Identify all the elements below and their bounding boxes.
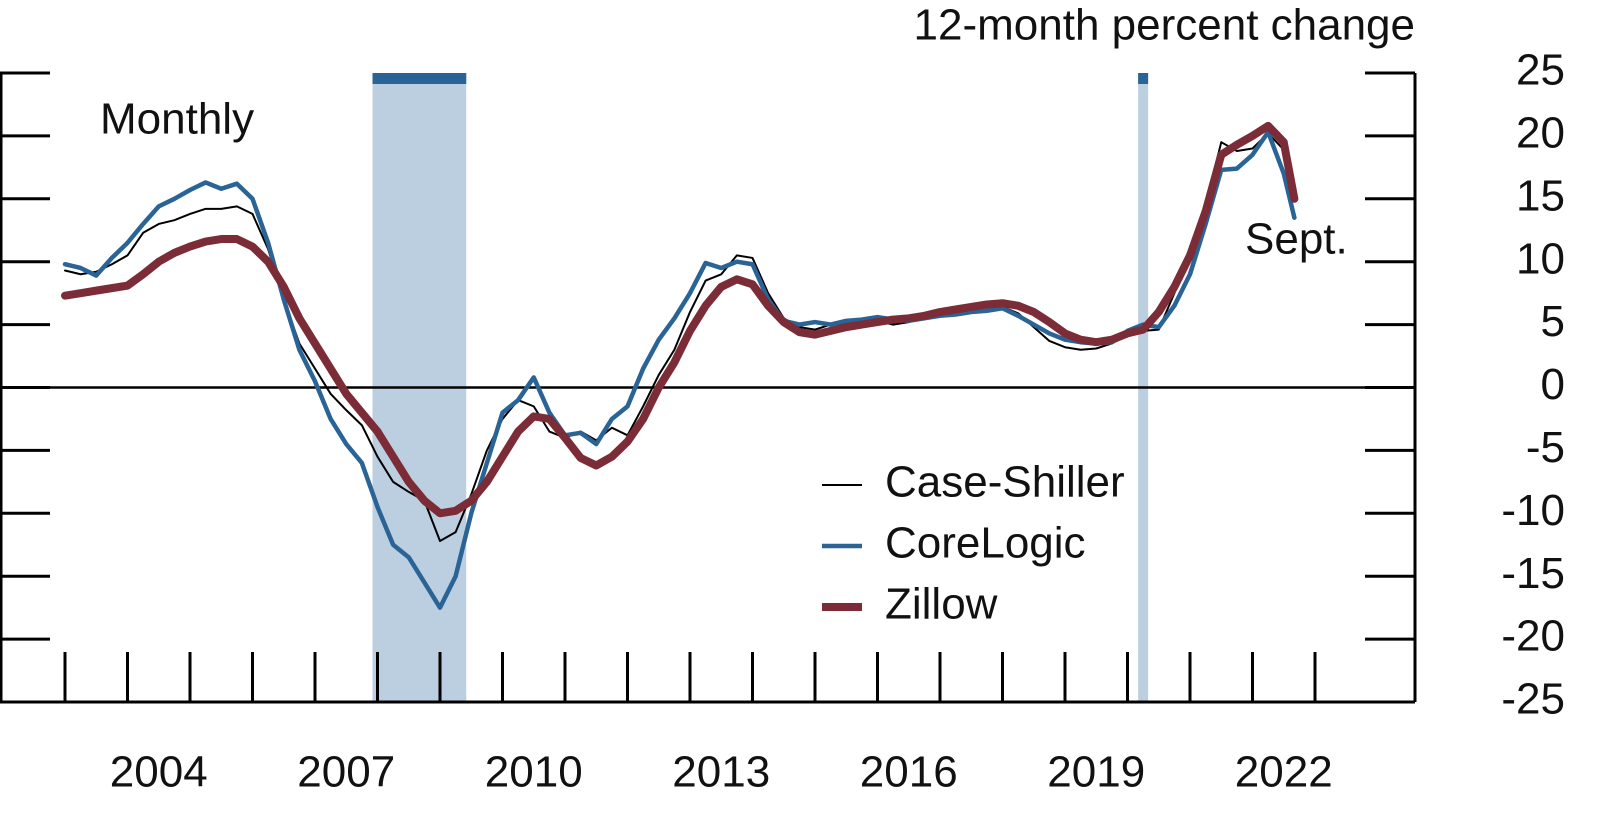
y-tick-label: -25 [1501,675,1565,724]
x-tick-label: 2010 [485,748,583,797]
x-tick-label: 2022 [1235,748,1333,797]
y-tick-label: -20 [1501,612,1565,661]
legend-label: CoreLogic [885,519,1086,568]
x-tick-label: 2016 [860,748,958,797]
series-line [62,129,1297,610]
recession-bar [1138,73,1149,84]
recession-bar [372,73,467,84]
x-tick-label: 2013 [672,748,770,797]
x-tick-label: 2019 [1047,748,1145,797]
y-tick-label: 10 [1516,234,1565,283]
y-tick-label: -5 [1526,423,1565,472]
series-line [61,121,1299,518]
y-tick-label: -10 [1501,486,1565,535]
y-tick-label: 15 [1516,171,1565,220]
y-tick-label: 5 [1541,297,1565,346]
y-tick-label: -15 [1501,549,1565,598]
legend-label: Zillow [885,580,998,629]
y-tick-label: 25 [1516,46,1565,95]
annotation: Monthly [100,95,254,144]
y-tick-label: 20 [1516,109,1565,158]
x-tick-label: 2007 [297,748,395,797]
legend-label: Case-Shiller [885,458,1125,507]
x-tick-label: 2004 [110,748,208,797]
annotation: Sept. [1245,215,1348,264]
y-tick-label: 0 [1541,360,1565,409]
chart-title: 12-month percent change [914,1,1415,50]
